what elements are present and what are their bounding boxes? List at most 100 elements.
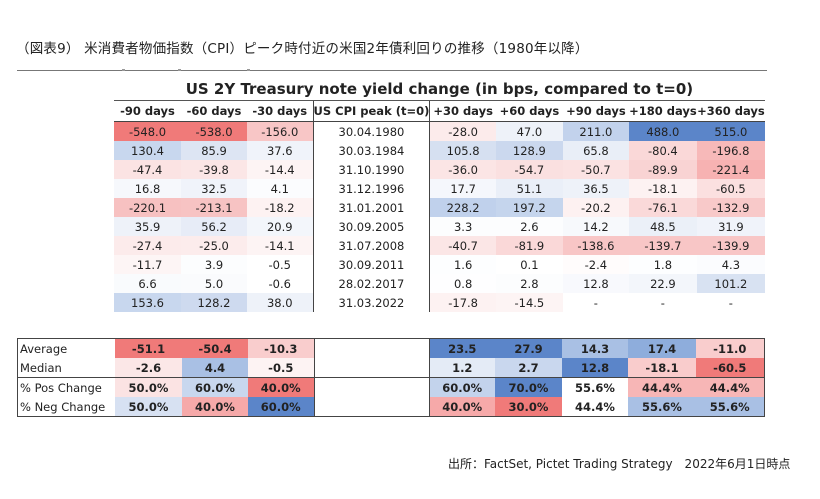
column-header: US CPI peak (t=0) [312,100,431,122]
stats-value-cell: 55.6% [696,397,764,417]
stats-value-cell: 60.0% [248,397,314,417]
column-header: +30 days [429,100,496,122]
stats-value-cell: 14.3 [562,338,628,358]
yield-change-cell: 37.6 [247,141,313,160]
yield-change-cell: -40.7 [429,236,496,255]
stats-value-cell: 4.4 [182,358,248,378]
cpi-peak-date-cell: 28.02.2017 [312,274,431,293]
yield-change-cell: -54.7 [495,160,563,179]
yield-change-cell: 153.6 [114,293,181,312]
cpi-peak-date-cell: 31.03.2022 [312,293,431,312]
stats-value-cell: 40.0% [429,397,495,417]
table-row: 6.6 5.0 -0.6 28.02.2017 0.8 2.8 12.8 22.9 101.2 [114,274,765,293]
cpi-peak-gap-cell [313,338,430,358]
tick-marks [0,69,820,73]
yield-change-cell: -89.9 [628,160,697,179]
stats-value-cell: 23.5 [429,338,495,358]
stats-value-cell: 1.2 [429,358,495,378]
table-row: -220.1 -213.1 -18.2 31.01.2001 228.2 197.2 -20… [114,198,765,217]
yield-change-cell: -220.1 [114,198,181,217]
cpi-peak-date-cell: 31.12.1996 [312,179,431,198]
yield-change-cell: 31.9 [696,217,765,236]
stats-value-cell: 55.6% [562,377,628,397]
stats-value-cell: -10.3 [248,338,314,358]
yield-change-cell: 16.8 [114,179,181,198]
stats-value-cell: 30.0% [495,397,562,417]
cpi-peak-gap-cell [313,397,430,417]
yield-change-cell: 4.1 [247,179,313,198]
yield-change-cell: 0.8 [429,274,496,293]
column-header: -60 days [181,100,247,122]
yield-change-cell: -17.8 [429,293,496,312]
yield-change-cell: -28.0 [429,121,496,141]
yield-change-cell: -14.4 [247,160,313,179]
yield-change-cell: 32.5 [181,179,247,198]
stats-value-cell: 55.6% [628,397,696,417]
yield-change-cell: -27.4 [114,236,181,255]
yield-change-table: US 2Y Treasury note yield change (in bps… [114,78,765,312]
yield-change-cell: 211.0 [562,121,629,141]
stats-row-label: % Pos Change [17,377,115,397]
yield-change-cell: -20.2 [562,198,629,217]
cpi-peak-gap-cell [313,358,430,378]
stats-value-cell: -18.1 [628,358,696,378]
table-title: US 2Y Treasury note yield change (in bps… [114,78,765,101]
stats-value-cell: 60.0% [429,377,495,397]
stats-value-cell: -50.4 [182,338,248,358]
stats-row-label: Median [20,360,62,375]
stats-row-label: Average [20,341,68,356]
table-row: 130.4 85.9 37.6 30.03.1984 105.8 128.9 65.8 -80… [114,141,765,160]
stats-value-cell: 40.0% [182,397,248,417]
yield-change-cell: 51.1 [495,179,563,198]
yield-change-cell: 35.9 [114,217,181,236]
yield-change-cell: -0.5 [247,255,313,274]
yield-change-cell: 105.8 [429,141,496,160]
yield-change-cell: 22.9 [628,274,697,293]
column-header: +180 days [628,100,697,122]
yield-change-cell: -139.9 [696,236,765,255]
yield-change-cell: 14.2 [562,217,629,236]
stats-value-cell: 44.4% [628,377,696,397]
yield-change-cell: -39.8 [181,160,247,179]
yield-change-cell: -47.4 [114,160,181,179]
column-header: -30 days [247,100,313,122]
yield-change-cell: 3.9 [181,255,247,274]
stats-value-cell: -51.1 [115,338,182,358]
yield-change-cell: 56.2 [181,217,247,236]
yield-change-cell: -18.1 [628,179,697,198]
stats-row: % Pos Change 50.0% 60.0% 40.0% 60.0% 70.0% 55.… [17,377,764,397]
yield-change-cell: 4.3 [696,255,765,274]
table-row: -11.7 3.9 -0.5 30.09.2011 1.6 0.1 -2.4 1.8 4.3 [114,255,765,274]
summary-stats-table: Average -51.1 -50.4 -10.3 23.5 27.9 14.3 17.4 -1… [17,338,765,417]
cpi-peak-date-cell: 31.01.2001 [312,198,431,217]
table-row: 153.6 128.2 38.0 31.03.2022 -17.8 -14.5- - - [114,293,765,312]
stats-value-cell: 44.4% [696,377,764,397]
stats-row-label: % Neg Change [20,399,106,414]
yield-change-cell: -50.7 [562,160,629,179]
yield-change-cell: - [628,293,697,312]
yield-change-cell: -11.7 [114,255,181,274]
yield-change-cell: -25.0 [181,236,247,255]
figure-title: （図表9） 米消費者物価指数（CPI）ピーク時付近の米国2年債利回りの推移（19… [16,41,589,57]
yield-change-cell: 5.0 [181,274,247,293]
yield-change-cell: 2.6 [495,217,563,236]
cpi-peak-date-cell: 30.03.1984 [312,141,431,160]
yield-change-cell: -548.0 [114,121,181,141]
yield-change-cell: 48.5 [628,217,697,236]
yield-change-cell: - [696,293,765,312]
cpi-peak-date-cell: 30.04.1980 [312,121,431,141]
cpi-peak-date-cell: 30.09.2005 [312,217,431,236]
yield-change-cell: -81.9 [495,236,563,255]
yield-change-cell: -138.6 [562,236,629,255]
yield-change-cell: 488.0 [628,121,697,141]
stats-row: % Neg Change 50.0% 40.0% 60.0% 40.0% 30.0% 44.… [18,397,764,417]
yield-change-cell: 197.2 [495,198,563,217]
yield-change-cell: -60.5 [696,179,765,198]
stats-value-cell: 27.9 [495,338,562,358]
yield-change-cell: 85.9 [181,141,247,160]
column-header: +90 days [562,100,629,122]
cpi-peak-date-cell: 31.07.2008 [312,236,431,255]
table-row: -548.0 -538.0 -156.0 30.04.1980 -28.0 47.0 211… [114,121,765,141]
yield-change-cell: 1.6 [429,255,496,274]
stats-value-cell: 12.8 [562,358,628,378]
